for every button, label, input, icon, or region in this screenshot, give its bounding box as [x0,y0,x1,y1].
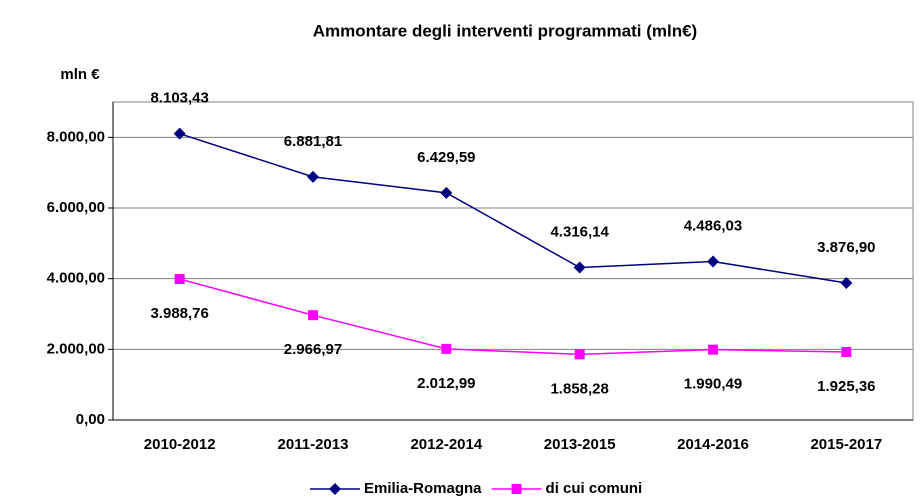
marker [574,349,585,360]
series-line [179,132,847,284]
marker [840,277,853,290]
marker [307,170,319,183]
data-label: 1.990,49 [684,376,742,393]
data-label: 8.103,43 [150,90,208,107]
marker [573,261,586,274]
x-tick-label: 2010-2012 [144,436,216,453]
y-axis-label: mln € [60,66,100,83]
legend-label: di cui comuni [546,480,643,497]
y-tick-label: 0,00 [76,411,105,428]
marker [174,274,185,285]
y-tick-label: 8.000,00 [47,128,105,145]
data-label: 1.925,36 [817,378,875,395]
marker [441,343,452,354]
marker [440,186,453,199]
marker [707,255,719,268]
marker [708,344,718,355]
x-tick-label: 2011-2013 [278,436,349,453]
legend-marker [329,483,341,495]
data-label: 4.486,03 [684,217,742,234]
x-tick-label: 2014-2016 [677,436,749,453]
x-tick-label: 2013-2015 [544,436,616,453]
data-label: 1.858,28 [550,380,608,397]
x-tick-label: 2015-2017 [810,436,882,453]
y-tick-label: 6.000,00 [47,199,105,216]
chart-title: Ammontare degli interventi programmati (… [313,21,697,40]
legend-label: Emilia-Romagna [364,480,482,497]
data-label: 6.429,59 [417,149,475,166]
data-label: 2.012,99 [417,375,475,392]
marker [173,127,186,140]
y-tick-label: 4.000,00 [47,270,105,287]
legend-marker [511,484,522,494]
marker [841,346,852,357]
series-line [179,278,847,356]
data-label: 2.966,97 [284,341,342,358]
y-tick-label: 2.000,00 [47,340,105,357]
x-tick-label: 2012-2014 [410,436,482,453]
data-label: 3.876,90 [817,239,875,256]
data-label: 3.988,76 [150,305,208,322]
data-label: 6.881,81 [284,133,342,150]
data-label: 4.316,14 [550,223,609,240]
marker [308,310,318,321]
